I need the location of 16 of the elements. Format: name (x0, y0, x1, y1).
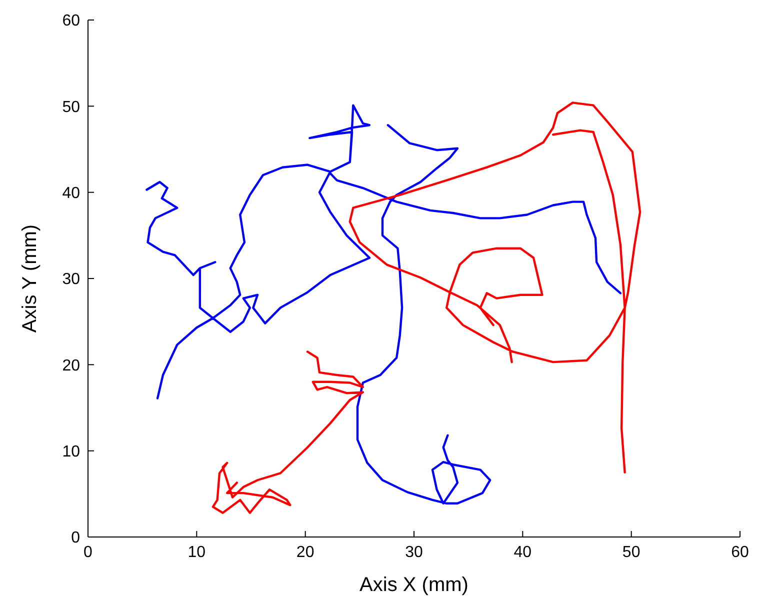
y-tick-label: 20 (62, 357, 80, 374)
x-tick-label: 40 (514, 544, 532, 561)
x-tick-label: 60 (731, 544, 749, 561)
x-tick-label: 30 (405, 544, 423, 561)
y-tick-label: 40 (62, 184, 80, 202)
y-tick-label: 0 (71, 530, 80, 547)
x-tick-label: 10 (188, 544, 206, 561)
y-tick-label: 60 (62, 12, 80, 30)
y-tick-label: 50 (62, 98, 80, 116)
y-tick-label: 30 (62, 271, 80, 288)
y-tick-label: 10 (62, 443, 80, 460)
y-axis-title: Axis Y (mm) (19, 224, 41, 333)
x-tick-label: 0 (84, 544, 93, 561)
x-tick-label: 50 (622, 544, 640, 561)
x-tick-label: 20 (296, 544, 314, 561)
x-axis-title: Axis X (mm) (360, 574, 468, 596)
